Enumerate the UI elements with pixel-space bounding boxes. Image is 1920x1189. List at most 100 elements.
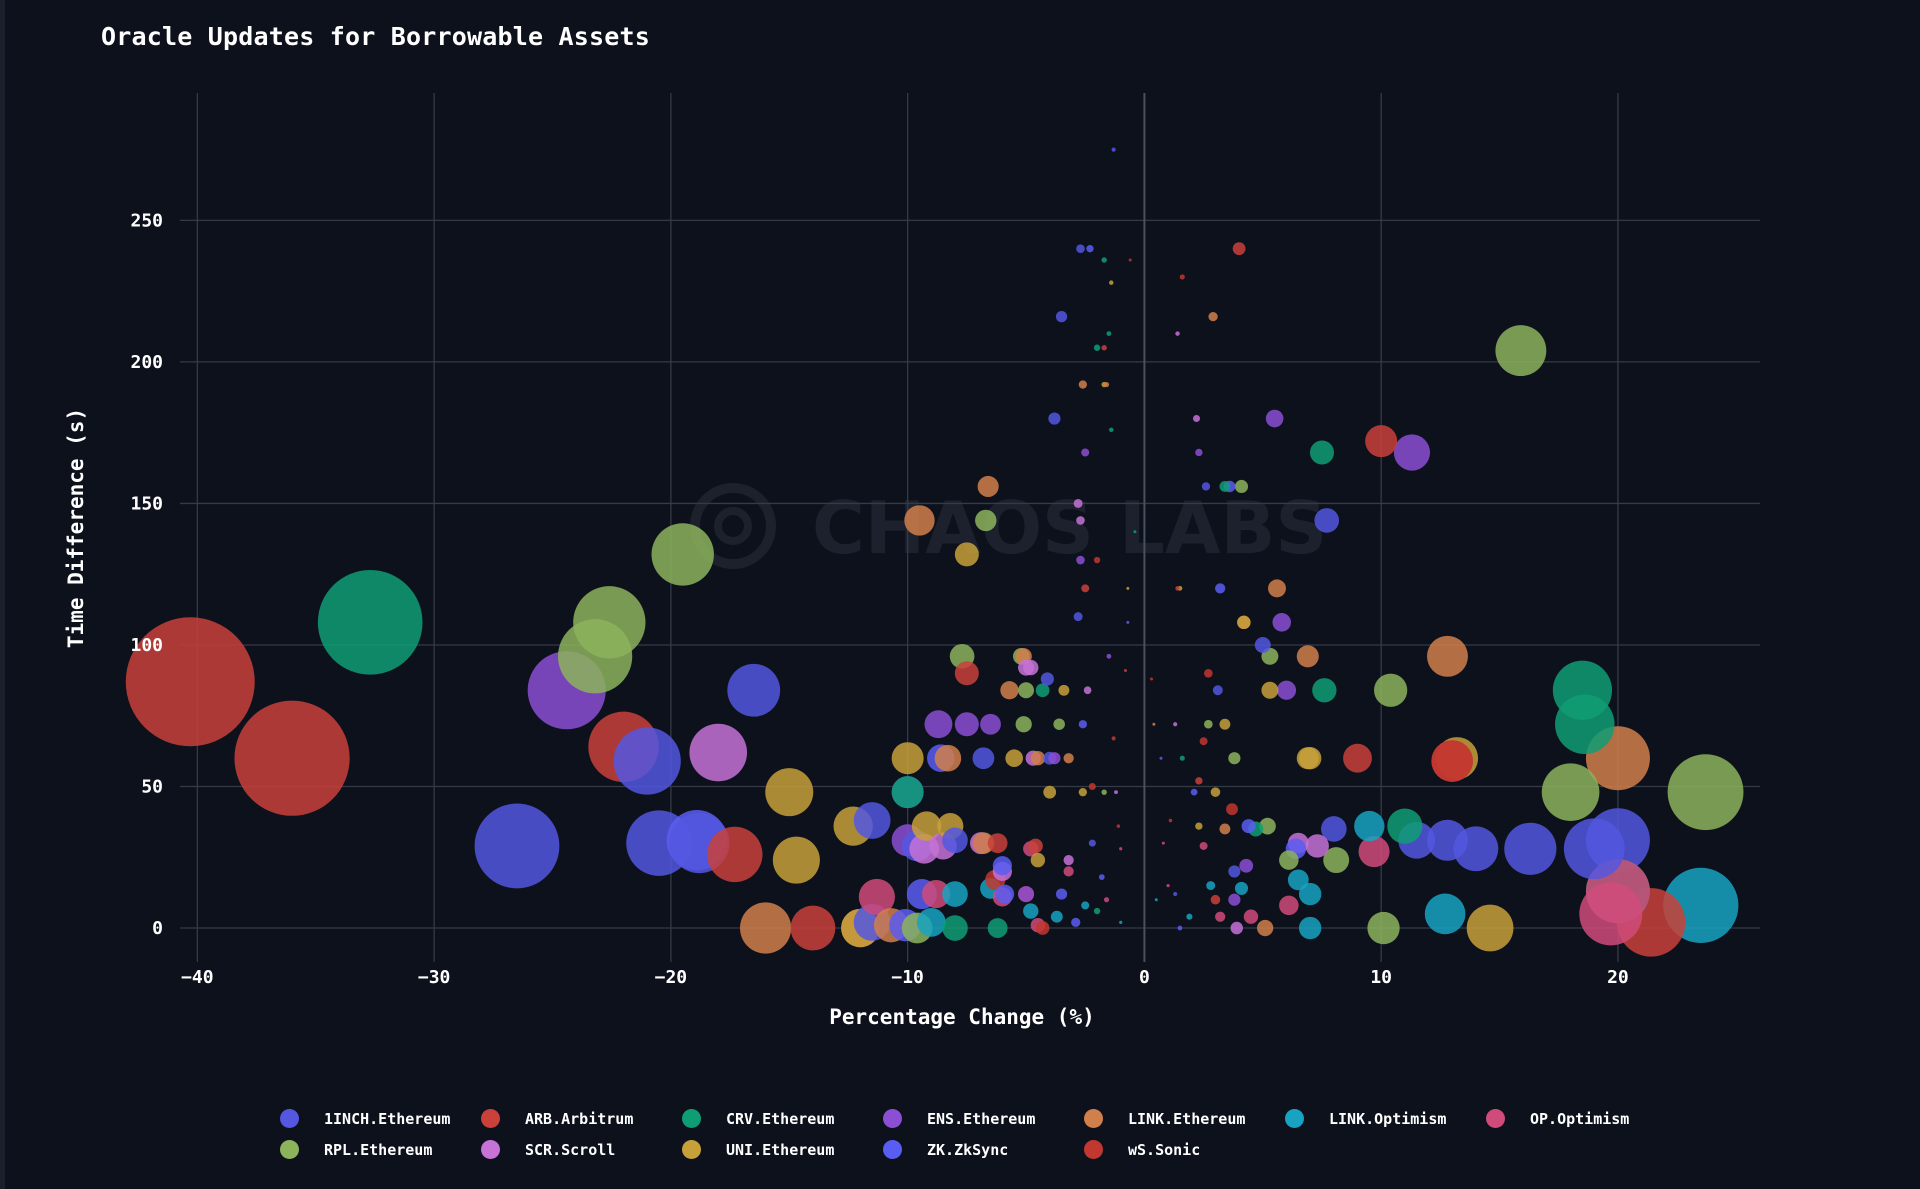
data-point[interactable] (1504, 822, 1557, 875)
data-point[interactable] (1296, 645, 1319, 668)
data-point[interactable] (972, 832, 995, 854)
data-point[interactable] (1126, 620, 1130, 624)
data-point[interactable] (975, 509, 997, 532)
data-point[interactable] (1367, 911, 1400, 945)
legend-item[interactable]: LINK.Ethereum (1084, 1108, 1285, 1129)
data-point[interactable] (1431, 740, 1474, 782)
data-point[interactable] (904, 505, 935, 536)
data-point[interactable] (891, 776, 924, 809)
legend-item[interactable]: OP.Optimism (1486, 1108, 1687, 1129)
legend-item[interactable]: wS.Sonic (1084, 1139, 1285, 1160)
data-point[interactable] (1343, 743, 1372, 773)
data-point[interactable] (790, 905, 836, 951)
data-point[interactable] (1323, 847, 1350, 874)
legend-item[interactable]: ARB.Arbitrum (481, 1108, 682, 1129)
data-point[interactable] (1101, 789, 1107, 795)
data-point[interactable] (1466, 904, 1514, 952)
data-point[interactable] (954, 542, 979, 567)
data-point[interactable] (1226, 803, 1238, 816)
data-point[interactable] (1279, 895, 1299, 916)
data-point[interactable] (1219, 823, 1231, 835)
data-point[interactable] (772, 836, 820, 884)
data-point[interactable] (1287, 869, 1309, 891)
data-point[interactable] (1166, 883, 1170, 888)
data-point[interactable] (1305, 834, 1329, 858)
data-point[interactable] (613, 727, 681, 795)
data-point[interactable] (1173, 891, 1178, 897)
data-point[interactable] (1028, 838, 1043, 854)
data-point[interactable] (1298, 916, 1322, 940)
legend-item[interactable]: LINK.Optimism (1285, 1108, 1486, 1129)
data-point[interactable] (765, 768, 814, 817)
data-point[interactable] (1365, 425, 1398, 458)
data-point[interactable] (1073, 498, 1083, 508)
data-point[interactable] (1018, 886, 1035, 903)
data-point[interactable] (1215, 583, 1226, 594)
data-point[interactable] (1212, 685, 1223, 696)
data-point[interactable] (1078, 720, 1088, 729)
data-point[interactable] (1426, 819, 1468, 861)
data-point[interactable] (1387, 808, 1423, 844)
data-point[interactable] (1058, 684, 1070, 696)
data-point[interactable] (1168, 818, 1173, 823)
data-point[interactable] (1088, 782, 1096, 791)
data-point[interactable] (651, 523, 714, 586)
data-point[interactable] (1083, 686, 1092, 695)
data-point[interactable] (1179, 274, 1185, 280)
data-point[interactable] (1228, 865, 1241, 878)
data-point[interactable] (1093, 344, 1101, 351)
data-point[interactable] (853, 802, 891, 839)
data-point[interactable] (1088, 839, 1096, 847)
data-point[interactable] (1103, 381, 1110, 388)
data-point[interactable] (317, 570, 423, 675)
data-point[interactable] (858, 878, 895, 915)
data-point[interactable] (1053, 718, 1065, 730)
data-point[interactable] (1063, 753, 1074, 764)
legend-item[interactable]: CRV.Ethereum (682, 1108, 883, 1129)
data-point[interactable] (1219, 718, 1231, 730)
data-point[interactable] (1268, 579, 1286, 598)
data-point[interactable] (1086, 245, 1094, 253)
data-point[interactable] (1043, 785, 1057, 799)
data-point[interactable] (1114, 790, 1118, 795)
data-point[interactable] (1195, 448, 1203, 457)
data-point[interactable] (1563, 818, 1625, 880)
data-point[interactable] (916, 907, 946, 937)
data-point[interactable] (1234, 479, 1249, 494)
data-point[interactable] (707, 826, 763, 883)
data-point[interactable] (1081, 584, 1090, 593)
data-point[interactable] (995, 884, 1015, 904)
data-point[interactable] (1048, 412, 1061, 425)
data-point[interactable] (1111, 736, 1116, 741)
data-point[interactable] (1261, 681, 1279, 699)
data-point[interactable] (924, 710, 953, 739)
data-point[interactable] (954, 712, 979, 737)
data-point[interactable] (1123, 668, 1127, 672)
data-point[interactable] (1232, 242, 1246, 256)
data-point[interactable] (1078, 788, 1088, 797)
data-point[interactable] (1234, 881, 1249, 895)
data-point[interactable] (987, 833, 1008, 854)
data-point[interactable] (1101, 345, 1107, 351)
data-point[interactable] (1161, 841, 1165, 845)
data-point[interactable] (942, 827, 968, 854)
data-point[interactable] (1426, 635, 1468, 677)
data-point[interactable] (1093, 556, 1101, 564)
data-point[interactable] (1219, 481, 1231, 492)
data-point[interactable] (1175, 331, 1180, 336)
data-point[interactable] (1005, 749, 1023, 767)
data-point[interactable] (921, 879, 951, 909)
data-point[interactable] (1210, 894, 1221, 905)
data-point[interactable] (1296, 747, 1319, 770)
data-point[interactable] (1173, 722, 1178, 727)
data-point[interactable] (1195, 777, 1203, 785)
data-point[interactable] (1101, 257, 1107, 263)
data-point[interactable] (1106, 331, 1112, 337)
data-point[interactable] (1055, 888, 1068, 900)
data-point[interactable] (1177, 925, 1183, 931)
data-point[interactable] (1272, 613, 1292, 632)
data-point[interactable] (1204, 719, 1213, 729)
data-point[interactable] (1228, 752, 1241, 765)
legend-item[interactable]: SCR.Scroll (481, 1139, 682, 1160)
data-point[interactable] (1215, 911, 1226, 922)
